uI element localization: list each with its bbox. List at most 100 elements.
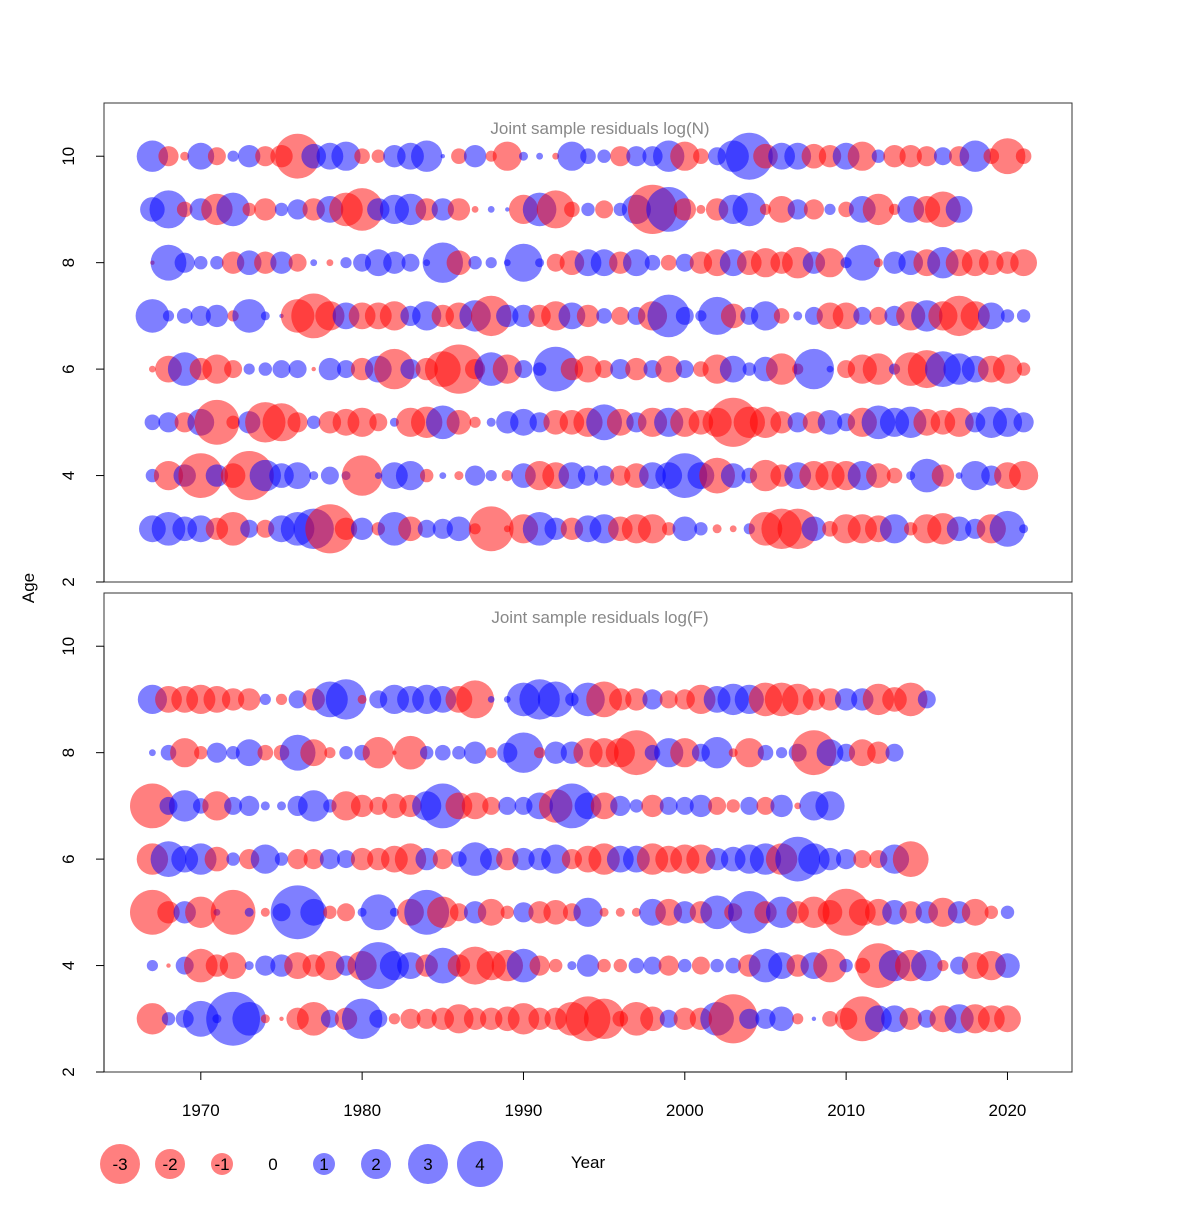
residual-bubble xyxy=(250,844,280,874)
residual-bubble xyxy=(625,357,648,381)
residual-bubble xyxy=(374,348,415,390)
residual-bubble xyxy=(374,472,382,479)
residual-bubble xyxy=(801,143,827,169)
residual-bubble xyxy=(162,310,175,322)
residual-bubble xyxy=(892,841,929,877)
residual-bubble xyxy=(232,299,266,333)
residual-bubble xyxy=(205,304,229,328)
residual-bubble xyxy=(307,415,321,429)
residual-bubble xyxy=(238,688,261,711)
residual-bubble xyxy=(992,354,1023,384)
residual-bubble xyxy=(505,207,510,212)
y-tick-label: 2 xyxy=(59,1067,78,1076)
legend-bubble xyxy=(155,1149,185,1179)
residual-bubble xyxy=(606,408,634,436)
residual-bubble xyxy=(440,154,445,159)
residual-bubble xyxy=(586,681,622,718)
residual-bubble xyxy=(236,250,262,275)
residual-bubble xyxy=(357,694,367,704)
residual-bubble xyxy=(194,256,208,270)
residual-bubble xyxy=(510,408,537,436)
residual-bubble xyxy=(202,791,232,821)
residual-bubble xyxy=(1013,412,1034,433)
residual-bubble xyxy=(187,142,215,170)
residual-bubble xyxy=(899,901,922,924)
x-axis-label: Year xyxy=(571,1153,606,1172)
residual-bubble xyxy=(350,794,374,818)
residual-bubble xyxy=(326,259,334,267)
residual-bubble xyxy=(911,949,943,982)
residual-bubble xyxy=(844,244,881,281)
residual-bubble xyxy=(153,461,184,491)
residual-bubble xyxy=(590,249,618,277)
residual-bubble xyxy=(708,796,727,815)
residual-bubble xyxy=(946,516,972,542)
residual-bubble xyxy=(296,1002,331,1036)
residual-bubble xyxy=(364,249,392,277)
residual-bubble xyxy=(710,958,724,973)
residual-bubble xyxy=(628,957,645,974)
residual-bubble xyxy=(691,956,710,975)
bubble-layer xyxy=(135,132,1039,554)
panel-log-n: Joint sample residuals log(N) 2 4 6 8 10 xyxy=(59,102,1073,587)
residual-bubble xyxy=(815,791,845,821)
residual-bubble xyxy=(435,744,451,761)
residual-bubble xyxy=(792,1013,804,1025)
residual-bubble xyxy=(739,1008,760,1029)
residual-bubble xyxy=(644,254,661,271)
legend-bubble xyxy=(313,1153,335,1175)
residual-bubble xyxy=(325,679,367,720)
legend-label: -2 xyxy=(162,1155,177,1174)
residual-bubble xyxy=(232,1002,266,1036)
residual-bubble xyxy=(659,1009,678,1028)
residual-bubble xyxy=(496,847,519,871)
residual-bubble xyxy=(756,796,775,815)
residual-bubble xyxy=(226,415,240,429)
residual-bubble xyxy=(740,796,759,815)
residual-bubble xyxy=(866,463,891,488)
residual-bubble xyxy=(506,948,541,983)
residual-bubble xyxy=(166,963,171,968)
y-tick-label: 10 xyxy=(59,147,78,166)
residual-bubble xyxy=(750,248,781,278)
residual-bubble xyxy=(793,311,803,321)
residual-bubble xyxy=(625,688,648,711)
residual-bubble xyxy=(254,251,277,274)
residual-bubble xyxy=(216,192,250,227)
residual-bubble xyxy=(203,686,231,713)
residual-bubble xyxy=(394,193,427,226)
residual-bubble xyxy=(258,362,272,376)
residual-bubble xyxy=(431,198,454,221)
residual-bubble xyxy=(136,140,169,172)
y-tick-label: 4 xyxy=(59,471,78,480)
residual-bubble xyxy=(244,961,254,971)
residual-bubble xyxy=(471,295,512,337)
residual-bubble xyxy=(337,850,355,869)
residual-bubble xyxy=(803,199,825,220)
residual-bubble xyxy=(615,907,625,917)
residual-bubble xyxy=(275,693,288,706)
residual-bubble xyxy=(655,355,683,383)
residual-bubble xyxy=(157,901,180,924)
residual-bubble xyxy=(595,360,614,379)
residual-bubble xyxy=(130,783,175,829)
residual-bubble xyxy=(659,690,678,709)
legend-label: 1 xyxy=(319,1155,328,1174)
residual-bubble xyxy=(882,900,907,925)
residual-bubble xyxy=(787,412,808,433)
residual-bubble xyxy=(989,510,1026,547)
residual-bubble xyxy=(514,360,533,379)
residual-bubble xyxy=(519,151,528,161)
residual-bubble xyxy=(867,741,890,764)
residual-bubble xyxy=(340,188,384,231)
residual-bubble xyxy=(194,746,208,760)
residual-bubble xyxy=(979,250,1004,275)
residual-bubble xyxy=(673,901,696,924)
residual-bubble xyxy=(818,688,842,711)
residual-bubble xyxy=(742,362,756,376)
residual-bubble xyxy=(960,461,990,491)
residual-bubble xyxy=(184,948,218,983)
residual-bubble xyxy=(369,1009,388,1028)
residual-bubble xyxy=(485,470,497,482)
